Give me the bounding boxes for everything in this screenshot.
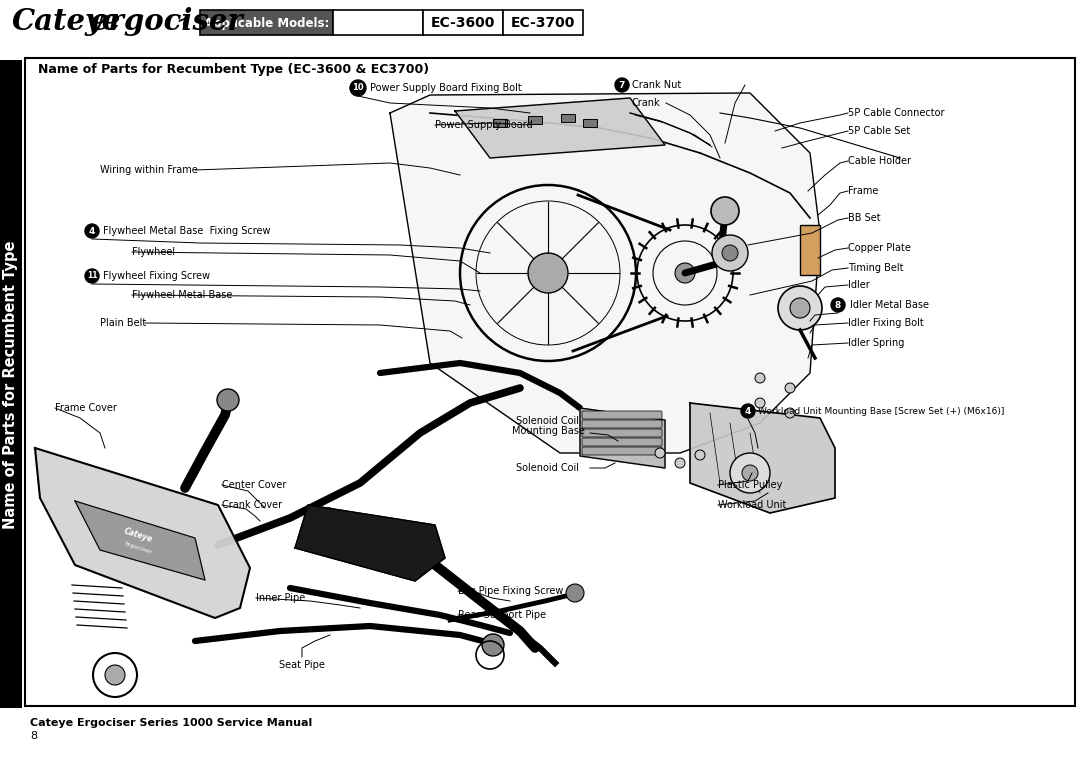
Circle shape [105,665,125,685]
FancyBboxPatch shape [582,411,662,419]
Text: Workload Unit Mounting Base [Screw Set (+) (M6x16)]: Workload Unit Mounting Base [Screw Set (… [758,407,1004,416]
FancyBboxPatch shape [492,119,507,127]
Circle shape [742,465,758,481]
Text: Applicable Models:: Applicable Models: [204,17,329,30]
Text: Crank: Crank [632,98,661,108]
Text: Flywheel Metal Base  Fixing Screw: Flywheel Metal Base Fixing Screw [103,226,270,236]
Circle shape [778,286,822,330]
Text: Wiring within Frame: Wiring within Frame [100,165,198,175]
Circle shape [85,269,99,283]
Text: 7: 7 [619,81,625,89]
Circle shape [675,458,685,468]
Circle shape [730,453,770,493]
Circle shape [696,450,705,460]
Text: 8: 8 [835,301,841,310]
Text: ergociser: ergociser [90,8,243,37]
Text: Plastic Pulley: Plastic Pulley [718,480,782,490]
Text: Ergociser: Ergociser [123,541,152,555]
Circle shape [755,373,765,383]
Text: Copper Plate: Copper Plate [848,243,910,253]
Circle shape [654,448,665,458]
Text: EC-3700: EC-3700 [511,16,576,30]
Circle shape [217,389,239,411]
Text: Cable Holder: Cable Holder [848,156,912,166]
Text: Plain Belt: Plain Belt [100,318,146,328]
Text: Cateye Ergociser Series 1000 Service Manual: Cateye Ergociser Series 1000 Service Man… [30,718,312,728]
Polygon shape [580,408,665,468]
Text: 10: 10 [352,83,364,92]
Text: Idler Metal Base: Idler Metal Base [850,300,929,310]
Circle shape [723,245,738,261]
Polygon shape [390,93,820,453]
Polygon shape [690,403,835,513]
Text: Workload Unit: Workload Unit [718,500,786,510]
Text: Cateye: Cateye [122,526,153,544]
Polygon shape [35,448,249,618]
FancyBboxPatch shape [528,116,542,124]
Text: 4: 4 [745,407,752,416]
Circle shape [755,398,765,408]
Text: Idler Spring: Idler Spring [848,338,904,348]
Text: Flywheel Metal Base: Flywheel Metal Base [132,290,232,300]
Polygon shape [308,508,435,548]
Circle shape [675,263,696,283]
Circle shape [528,253,568,293]
Text: BB Set: BB Set [848,213,880,223]
FancyBboxPatch shape [333,10,423,35]
Circle shape [831,298,845,312]
FancyBboxPatch shape [582,447,662,455]
Text: Frame: Frame [848,186,878,196]
Text: Rear Support Pipe: Rear Support Pipe [458,610,546,620]
Text: Crank Nut: Crank Nut [632,80,681,90]
Polygon shape [75,501,205,580]
Text: Solenoid Coil: Solenoid Coil [516,463,580,473]
Circle shape [350,80,366,96]
Text: Seat Pipe: Seat Pipe [279,660,325,670]
Text: Power Supply Board Fixing Bolt: Power Supply Board Fixing Bolt [370,83,522,93]
Text: Flywheel Fixing Screw: Flywheel Fixing Screw [103,271,211,281]
FancyBboxPatch shape [800,225,820,275]
Text: Flywheel: Flywheel [132,247,175,257]
Text: Frame Cover: Frame Cover [55,403,117,413]
FancyBboxPatch shape [582,420,662,428]
Text: Name of Parts for Recumbent Type (EC-3600 & EC3700): Name of Parts for Recumbent Type (EC-360… [38,63,429,76]
FancyBboxPatch shape [0,60,22,708]
Circle shape [785,408,795,418]
Polygon shape [455,98,665,158]
Text: Idler Fixing Bolt: Idler Fixing Bolt [848,318,923,328]
Text: Center Cover: Center Cover [222,480,286,490]
FancyBboxPatch shape [561,114,575,122]
Text: 5P Cable Connector: 5P Cable Connector [848,108,945,118]
Text: EC-3600: EC-3600 [431,16,496,30]
Text: Inner Pipe: Inner Pipe [256,593,306,603]
Circle shape [789,298,810,318]
Text: 5P Cable Set: 5P Cable Set [848,126,910,136]
Text: Crank Cover: Crank Cover [222,500,282,510]
Polygon shape [295,505,445,581]
FancyBboxPatch shape [583,119,597,127]
Text: Timing Belt: Timing Belt [848,263,904,273]
FancyBboxPatch shape [582,438,662,446]
Text: Mounting Base: Mounting Base [512,426,584,436]
Text: Power Supply Board: Power Supply Board [435,120,532,130]
Text: Cateye: Cateye [12,8,121,37]
Circle shape [785,383,795,393]
Text: 11: 11 [86,272,97,281]
Circle shape [711,197,739,225]
Circle shape [482,634,504,656]
FancyBboxPatch shape [503,10,583,35]
Circle shape [85,224,99,238]
Text: Name of Parts for Recumbent Type: Name of Parts for Recumbent Type [3,241,18,530]
FancyBboxPatch shape [25,58,1075,706]
Text: Leg Pipe Fixing Screw: Leg Pipe Fixing Screw [458,586,564,596]
FancyBboxPatch shape [200,10,333,35]
FancyBboxPatch shape [582,429,662,437]
Circle shape [566,584,584,602]
Circle shape [615,78,629,92]
Text: 8: 8 [30,731,37,741]
Text: Solenoid Coil: Solenoid Coil [516,416,580,426]
FancyBboxPatch shape [423,10,503,35]
Text: 4: 4 [89,227,95,236]
Circle shape [712,235,748,271]
